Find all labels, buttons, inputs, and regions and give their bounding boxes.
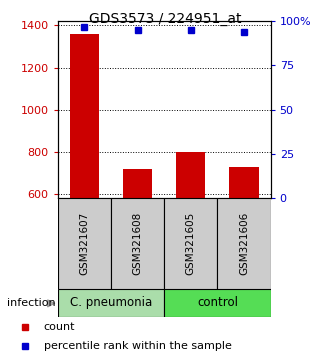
Text: GSM321608: GSM321608: [133, 212, 143, 275]
Bar: [58, 198, 111, 289]
Text: GSM321607: GSM321607: [79, 212, 89, 275]
Text: percentile rank within the sample: percentile rank within the sample: [44, 341, 231, 350]
Text: GSM321606: GSM321606: [239, 212, 249, 275]
Bar: [164, 289, 271, 317]
Bar: [164, 198, 217, 289]
Bar: [229, 167, 259, 198]
Bar: [123, 169, 152, 198]
Text: GDS3573 / 224951_at: GDS3573 / 224951_at: [89, 12, 241, 27]
Text: C. pneumonia: C. pneumonia: [70, 296, 152, 309]
Text: control: control: [197, 296, 238, 309]
Text: count: count: [44, 322, 75, 332]
Bar: [176, 152, 205, 198]
Bar: [217, 198, 271, 289]
Text: GSM321605: GSM321605: [186, 212, 196, 275]
Bar: [58, 289, 164, 317]
Bar: [70, 34, 99, 198]
Text: infection: infection: [7, 298, 55, 308]
Bar: [111, 198, 164, 289]
